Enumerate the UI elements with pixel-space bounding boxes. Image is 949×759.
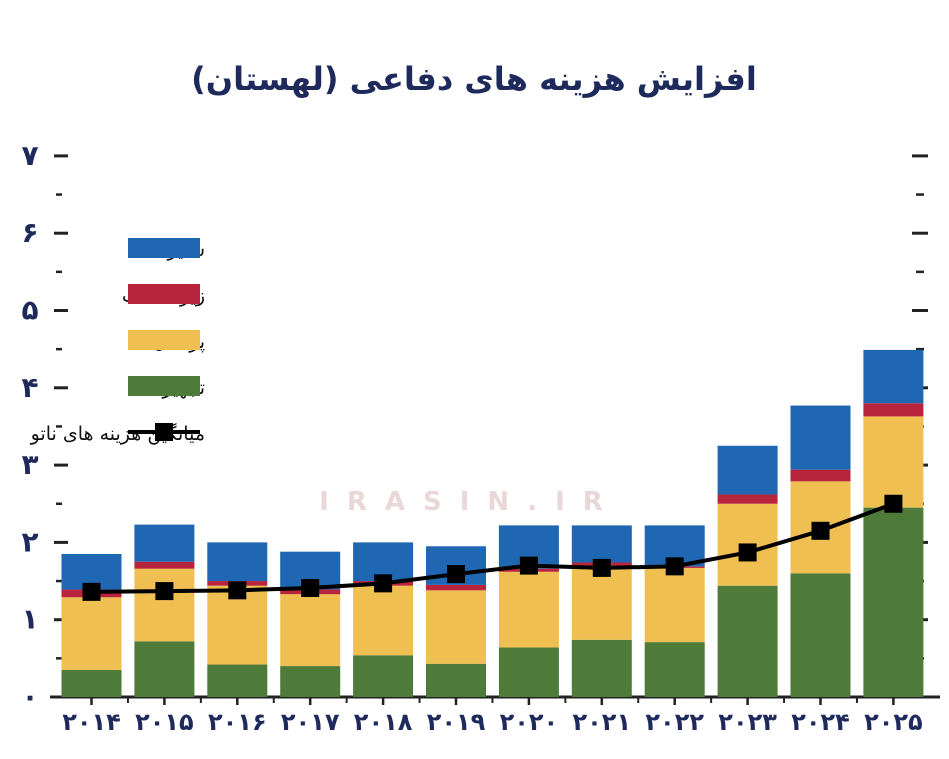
nato-average-marker — [301, 579, 320, 598]
bar-segment — [280, 594, 341, 667]
legend-swatch — [128, 376, 200, 396]
x-tick-label: ۲۰۱۸ — [354, 708, 413, 736]
bar-segment — [790, 405, 851, 470]
x-tick-label: ۲۰۱۵ — [135, 708, 194, 736]
chart-title: افزایش هزینه های دفاعی (لهستان) — [191, 60, 757, 98]
watermark: IRASIN.IR — [319, 487, 621, 517]
y-tick-label: ۲ — [21, 525, 38, 558]
x-tick-label: ۲۰۱۴ — [62, 708, 121, 736]
bar-segment — [571, 639, 632, 697]
x-tick-label: ۲۰۱۶ — [208, 708, 267, 736]
bar-segment — [498, 571, 559, 648]
nato-average-marker — [82, 582, 101, 601]
bar-segment — [61, 597, 122, 670]
bar-segment — [571, 525, 632, 563]
axes: ۰ ۱ ۲ ۳ ۴ ۵ ۶ ۷ ۲۰۱۴ ۲۰۱۵ ۲۰۱۶ ۲۰۱۷ ۲۰۱۸ ۲۰۱۹ ۲۰۲۰ ۲۰۲۱… — [21, 139, 940, 736]
bar-segment — [863, 403, 924, 417]
legend-swatch — [128, 330, 200, 350]
bars — [61, 349, 924, 697]
y-tick-label: ۱ — [21, 603, 38, 636]
x-tick-label: ۲۰۲۳ — [718, 708, 777, 736]
x-tick-label: ۲۰۲۴ — [791, 708, 850, 736]
bar-segment — [426, 663, 486, 697]
x-tick-label: ۲۰۲۱ — [573, 708, 632, 736]
nato-average-marker — [738, 543, 757, 562]
y-tick-label: ۶ — [21, 216, 38, 249]
x-tick-label: ۲۰۲۲ — [645, 708, 704, 736]
x-tick-label: ۲۰۱۷ — [281, 708, 340, 736]
nato-average-marker — [884, 494, 903, 513]
nato-average-marker — [811, 521, 830, 540]
y-tick-label: ۵ — [21, 294, 38, 327]
bar-segment — [134, 641, 195, 697]
bar-segment — [717, 494, 778, 504]
bar-segment — [426, 590, 486, 664]
legend-line-marker — [155, 423, 173, 441]
bar-segment — [353, 655, 414, 697]
watermark-text: IRASIN.IR — [319, 487, 621, 517]
bar-segment — [863, 349, 924, 404]
nato-average-line — [82, 494, 903, 601]
nato-average-marker — [228, 581, 247, 600]
y-tick-label: ۳ — [21, 448, 38, 481]
nato-average-marker — [374, 574, 393, 593]
bar-segment — [717, 585, 778, 697]
x-tick-label: ۲۰۲۰ — [500, 708, 559, 736]
x-tick-label: ۲۰۱۹ — [427, 708, 486, 736]
bar-segment — [61, 669, 122, 697]
bar-segment — [790, 573, 851, 697]
nato-average-marker — [519, 556, 538, 575]
nato-average-marker — [665, 557, 684, 576]
bar-segment — [353, 585, 414, 656]
nato-average-line-path — [91, 501, 895, 594]
bar-segment — [644, 567, 705, 643]
bar-segment — [498, 647, 559, 697]
legend: سایرزیر ساختپرسنلتجهیزاتمیانگین هزینه ها… — [30, 238, 205, 445]
bar-segment — [717, 445, 778, 495]
y-tick-label: ۰ — [21, 680, 38, 713]
bar-segment — [134, 568, 195, 642]
bar-segment — [280, 666, 341, 697]
bar-segment — [571, 565, 632, 640]
bar-segment — [863, 507, 924, 697]
bar-segment — [863, 416, 924, 508]
bar-segment — [207, 542, 268, 582]
bar-segment — [134, 524, 195, 562]
x-tick-label: ۲۰۲۵ — [864, 708, 923, 736]
legend-swatch — [128, 238, 200, 258]
bar-segment — [207, 664, 268, 697]
bar-segment — [644, 642, 705, 697]
bar-segment — [134, 561, 195, 569]
bar-segment — [790, 469, 851, 482]
legend-swatch — [128, 284, 200, 304]
y-tick-label: ۷ — [21, 139, 38, 172]
nato-average-marker — [155, 582, 174, 601]
bar-segment — [426, 584, 486, 591]
y-tick-label: ۴ — [21, 371, 38, 404]
nato-average-marker — [447, 565, 465, 584]
nato-average-marker — [592, 558, 611, 577]
